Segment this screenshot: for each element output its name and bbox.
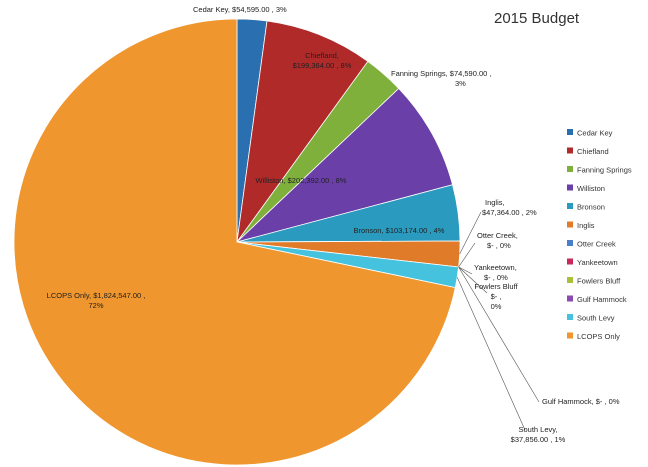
- legend-swatch: [567, 314, 573, 320]
- legend-label: Chiefland: [577, 147, 609, 156]
- legend-label: Gulf Hammock: [577, 295, 627, 304]
- data-label-percent: 3%: [455, 79, 466, 88]
- data-label-yankeetown: Yankeetown, $- , 0%: [474, 263, 517, 282]
- data-label-percent: 0%: [491, 302, 502, 311]
- data-label-text: Gulf Hammock, $- , 0%: [542, 397, 620, 406]
- data-label-text: Williston, $202,392.00 , 8%: [256, 176, 347, 185]
- data-label-inglis: Inglis, $47,364.00 , 2%: [482, 198, 537, 217]
- legend-swatch: [567, 129, 573, 135]
- legend-entry-fanning-springs: Fanning Springs: [567, 166, 632, 175]
- legend-label: South Levy: [577, 314, 615, 323]
- data-label-value: $- ,: [491, 292, 502, 301]
- leader-line-south-levy: [456, 277, 526, 431]
- legend-swatch: [567, 277, 573, 283]
- legend-swatch: [567, 221, 573, 228]
- legend-entry-fowlers-bluff: Fowlers Bluff: [567, 277, 621, 286]
- data-label-gulf-hammock: Gulf Hammock, $- , 0%: [542, 397, 620, 406]
- data-label-percent: 72%: [88, 301, 103, 310]
- legend-entry-south-levy: South Levy: [567, 314, 615, 323]
- data-label-name-value: LCOPS Only, $1,824,547.00 ,: [47, 291, 146, 300]
- data-label-bronson: Bronson, $103,174.00 , 4%: [354, 226, 445, 235]
- legend-entry-chiefland: Chiefland: [567, 147, 609, 156]
- legend-label: Fanning Springs: [577, 166, 632, 175]
- legend-entry-inglis: Inglis: [567, 221, 595, 230]
- legend-entry-yankeetown: Yankeetown: [567, 258, 618, 267]
- data-label-text: Bronson, $103,174.00 , 4%: [354, 226, 445, 235]
- legend-label: Otter Creek: [577, 240, 616, 249]
- legend-entry-cedar-key: Cedar Key: [567, 129, 613, 138]
- data-label-chiefland: Chiefland, $199,364.00 , 8%: [293, 51, 352, 70]
- data-label-fowlers-bluff: Fowlers Bluff $- , 0%: [474, 282, 518, 311]
- legend-swatch: [567, 184, 573, 191]
- pie-slice-chiefland: [236, 20, 369, 243]
- leader-line-gulf-hammock: [458, 266, 540, 403]
- data-label-lcops-only: LCOPS Only, $1,824,547.00 , 72%: [47, 291, 146, 310]
- legend-label: Inglis: [577, 221, 595, 230]
- legend-entry-williston: Williston: [567, 184, 605, 193]
- legend-swatch: [567, 258, 573, 265]
- legend-label: Bronson: [577, 203, 605, 212]
- legend-swatch: [567, 240, 573, 246]
- data-label-name: Otter Creek,: [477, 231, 518, 240]
- data-label-fanning-springs: Fanning Springs, $74,590.00 , 3%: [391, 69, 492, 88]
- leader-line-inglis: [459, 211, 482, 255]
- data-label-name: Fowlers Bluff: [474, 282, 518, 291]
- data-label-south-levy: South Levy, $37,856.00 , 1%: [511, 425, 566, 444]
- legend-entry-otter-creek: Otter Creek: [567, 240, 616, 249]
- pie-slices: [13, 18, 461, 466]
- legend-entry-gulf-hammock: Gulf Hammock: [567, 295, 627, 304]
- legend-swatch: [567, 147, 573, 154]
- data-label-williston: Williston, $202,392.00 , 8%: [256, 176, 347, 185]
- legend-swatch: [567, 295, 573, 302]
- data-label-name: Chiefland,: [305, 51, 339, 60]
- chart-title: 2015 Budget: [494, 10, 580, 27]
- data-label-cedar-key: Cedar Key, $54,595.00 , 3%: [193, 5, 287, 14]
- data-label-value-percent: $- , 0%: [484, 273, 508, 282]
- data-label-value-percent: $47,364.00 , 2%: [482, 208, 537, 217]
- legend-swatch: [567, 166, 573, 172]
- data-label-value-percent: $199,364.00 , 8%: [293, 61, 352, 70]
- data-label-text: Cedar Key, $54,595.00 , 3%: [193, 5, 287, 14]
- legend: Cedar Key Chiefland Fanning Springs Willist…: [567, 129, 632, 341]
- legend-swatch: [567, 332, 573, 339]
- pie-slice-williston: [236, 87, 454, 243]
- leader-lines: [456, 211, 540, 431]
- data-label-value-percent: $- , 0%: [487, 241, 511, 250]
- legend-label: LCOPS Only: [577, 332, 620, 341]
- data-label-name: South Levy,: [518, 425, 557, 434]
- leader-line-yankeetown: [458, 266, 473, 275]
- legend-entry-lcops-only: LCOPS Only: [567, 332, 620, 341]
- leader-line-otter-creek: [458, 242, 476, 268]
- leader-line-fowlers-bluff: [458, 266, 488, 294]
- data-label-otter-creek: Otter Creek, $- , 0%: [477, 231, 518, 250]
- data-label-name: Yankeetown,: [474, 263, 517, 272]
- data-label-value-percent: $37,856.00 , 1%: [511, 435, 566, 444]
- legend-label: Fowlers Bluff: [577, 277, 621, 286]
- legend-label: Williston: [577, 184, 605, 193]
- legend-label: Yankeetown: [577, 258, 618, 267]
- data-label-name-value: Fanning Springs, $74,590.00 ,: [391, 69, 492, 78]
- data-labels: Cedar Key, $54,595.00 , 3% Chiefland, $199…: [47, 5, 620, 444]
- legend-swatch: [567, 203, 573, 209]
- legend-entry-bronson: Bronson: [567, 203, 605, 212]
- data-label-name: Inglis,: [485, 198, 505, 207]
- legend-label: Cedar Key: [577, 129, 613, 138]
- pie-slice-lcops-only: [13, 18, 456, 466]
